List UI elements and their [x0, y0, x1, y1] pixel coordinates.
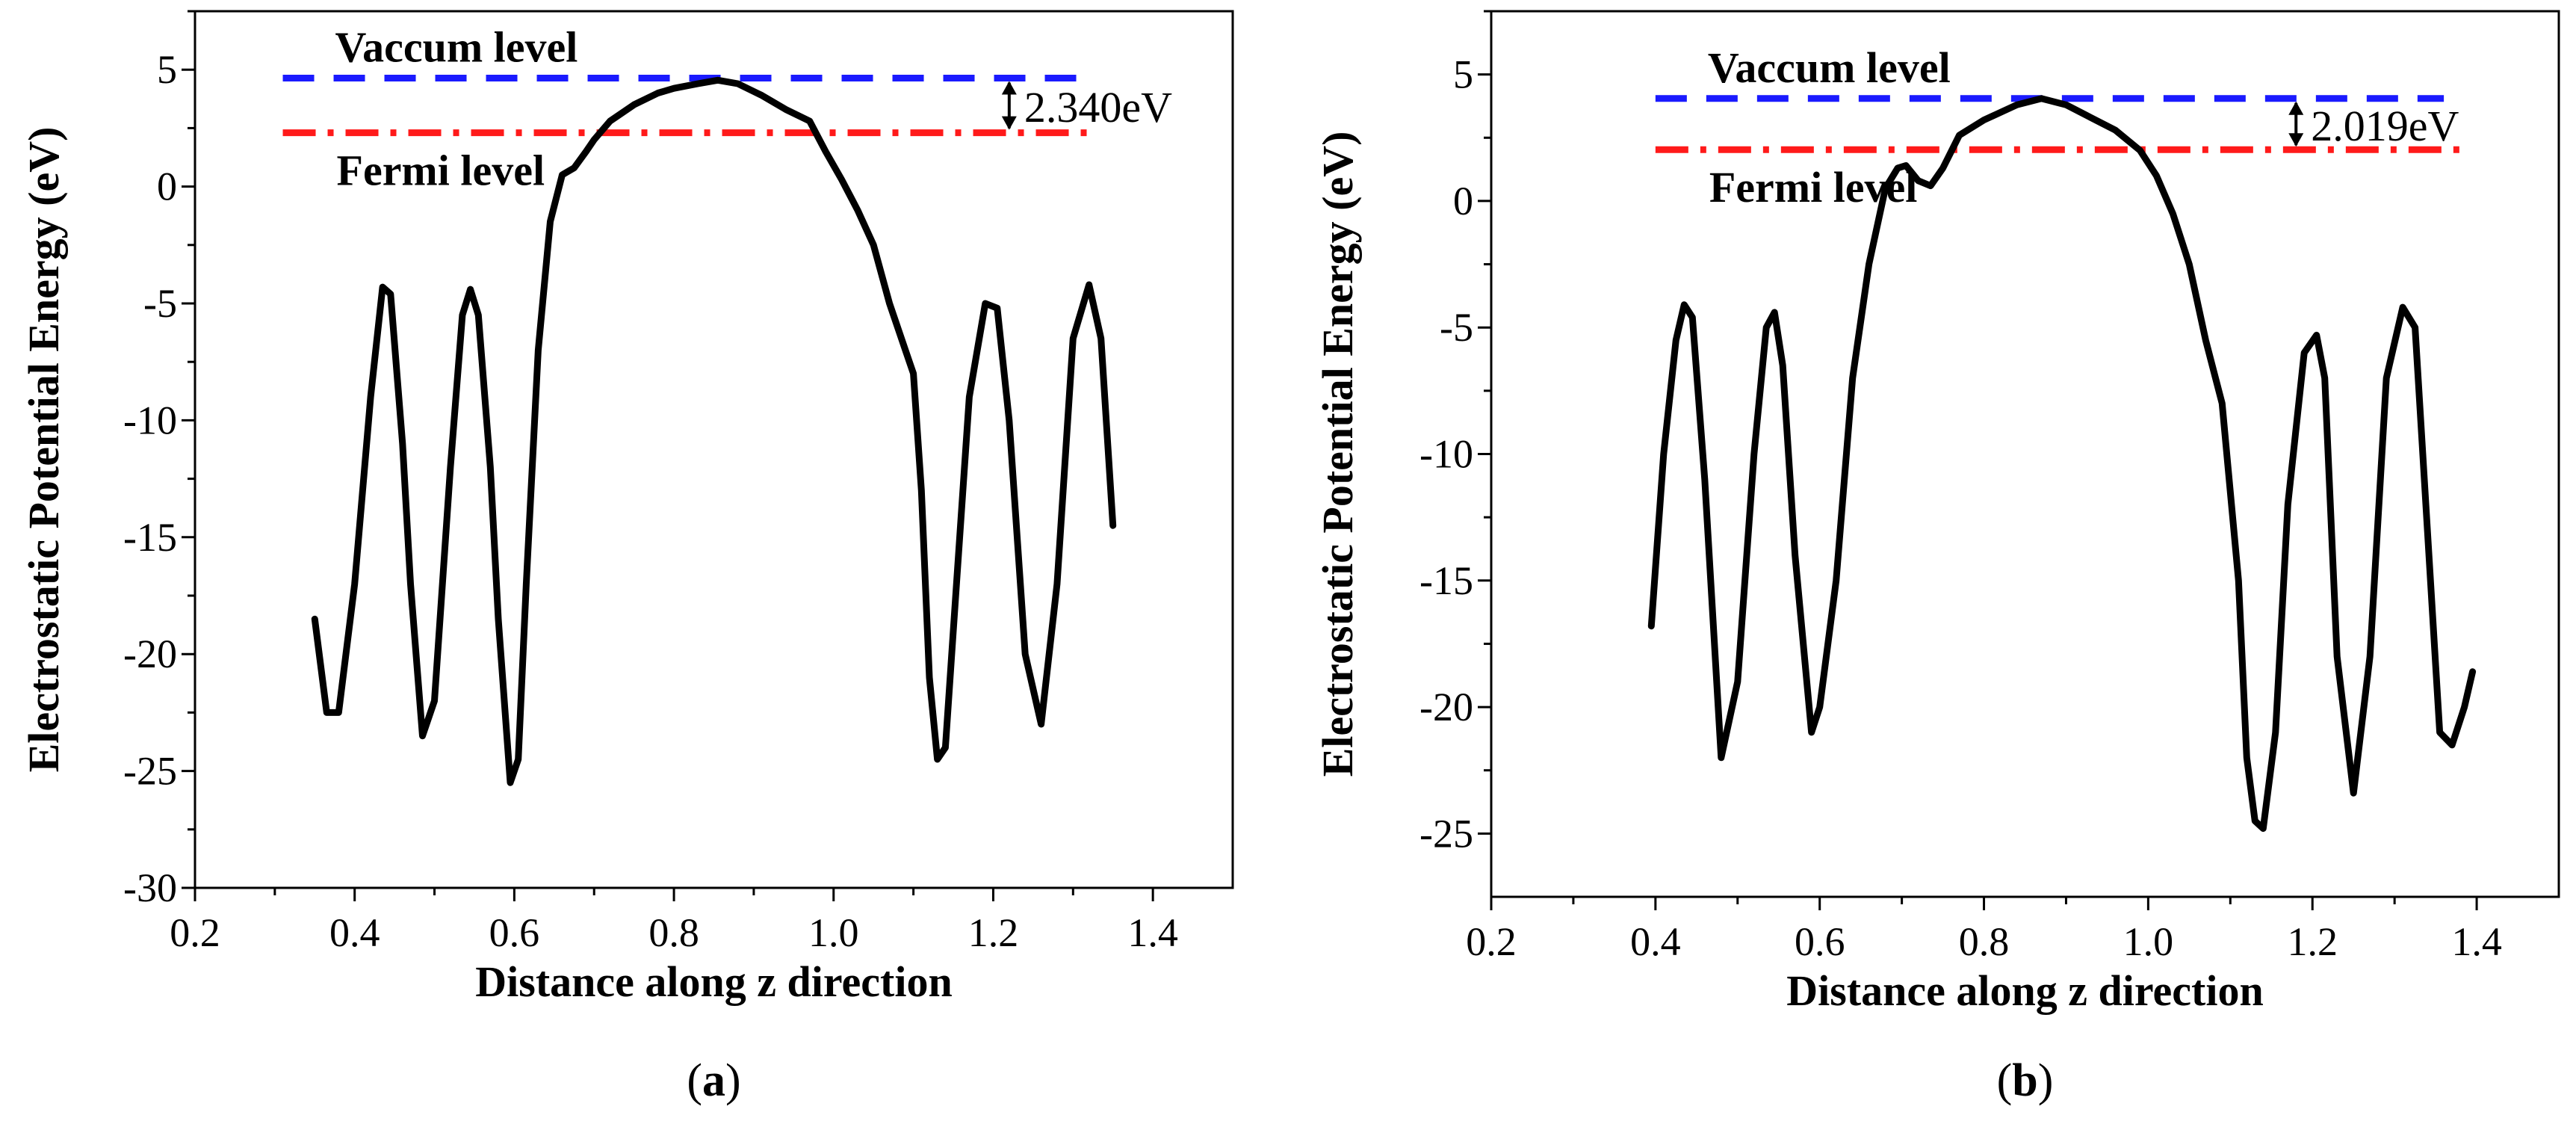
y-tick-label: 5 [157, 47, 177, 92]
gap-value-label: 2.340eV [1024, 83, 1172, 132]
panel-b: 0.2 0.4 0.6 0.8 1.0 1.2 1.4 -25 -20 -15 -10 -5 0 5 Dis… [1313, 10, 2560, 1106]
gap-value-label: 2.019eV [2311, 102, 2459, 150]
panel-a: 0.2 0.4 0.6 0.8 1.0 1.2 1.4 -30 -25 -20 -15 -10 -5 0 5… [19, 10, 1234, 1106]
y-axis-title: Electrostatic Potential Energy (eV) [1313, 132, 1362, 777]
x-tick-label: 1.2 [968, 910, 1019, 955]
y-tick-label: 5 [1453, 52, 1473, 97]
x-tick-label: 0.2 [1466, 919, 1517, 964]
x-tick-label: 0.4 [1630, 919, 1681, 964]
caption-open-paren: ( [1997, 1055, 2013, 1106]
potential-curve [311, 76, 1117, 786]
x-tick-label: 1.4 [2451, 919, 2502, 964]
y-tick-label: -30 [123, 865, 177, 910]
y-tick-label: -25 [123, 749, 177, 794]
y-tick-label: 0 [1453, 179, 1473, 223]
y-tick-label: -5 [1440, 305, 1473, 350]
fermi-level-label: Fermi level [1709, 163, 1918, 212]
y-tick-label: -20 [123, 632, 177, 676]
panel-caption: (a) [687, 1055, 740, 1106]
x-tick-label: 0.6 [489, 910, 540, 955]
x-tick-label: 1.0 [2123, 919, 2174, 964]
y-tick-label: -15 [123, 515, 177, 560]
x-tick-label: 1.2 [2287, 919, 2338, 964]
caption-open-paren: ( [687, 1055, 702, 1106]
y-tick-label: -10 [123, 398, 177, 442]
x-tick-label: 0.4 [329, 910, 380, 955]
x-tick-label: 1.0 [808, 910, 859, 955]
potential-curve [1647, 95, 2477, 833]
y-tick-label: -15 [1419, 558, 1473, 603]
gap-arrow-head-top [1001, 81, 1017, 95]
gap-arrow-head-bottom [1001, 116, 1017, 130]
y-tick-label: -10 [1419, 432, 1473, 477]
caption-close-paren: ) [2038, 1055, 2054, 1106]
gap-arrow-head-top [2288, 101, 2304, 115]
y-tick-label: -5 [143, 281, 177, 326]
panel-caption: (b) [1997, 1055, 2054, 1106]
x-tick-label: 0.8 [648, 910, 699, 955]
x-axis-title: Distance along z direction [1786, 966, 2263, 1015]
y-axis-title: Electrostatic Potential Energy (eV) [19, 127, 68, 773]
caption-letter: a [702, 1055, 725, 1106]
caption-close-paren: ) [725, 1055, 741, 1106]
y-tick-label: -20 [1419, 685, 1473, 729]
x-tick-label: 0.8 [1959, 919, 2010, 964]
caption-letter: b [2012, 1055, 2037, 1106]
x-tick-label: 1.4 [1127, 910, 1178, 955]
x-tick-label: 0.6 [1795, 919, 1845, 964]
x-axis-title: Distance along z direction [475, 957, 952, 1006]
y-tick-label: -25 [1419, 811, 1473, 856]
y-tick-label: 0 [157, 164, 177, 209]
x-tick-label: 0.2 [170, 910, 220, 955]
vacuum-level-label: Vaccum level [1708, 43, 1951, 92]
plot-frame [193, 10, 1234, 889]
vacuum-level-label: Vaccum level [335, 22, 578, 71]
gap-arrow-head-bottom [2288, 133, 2304, 147]
fermi-level-label: Fermi level [337, 146, 545, 195]
